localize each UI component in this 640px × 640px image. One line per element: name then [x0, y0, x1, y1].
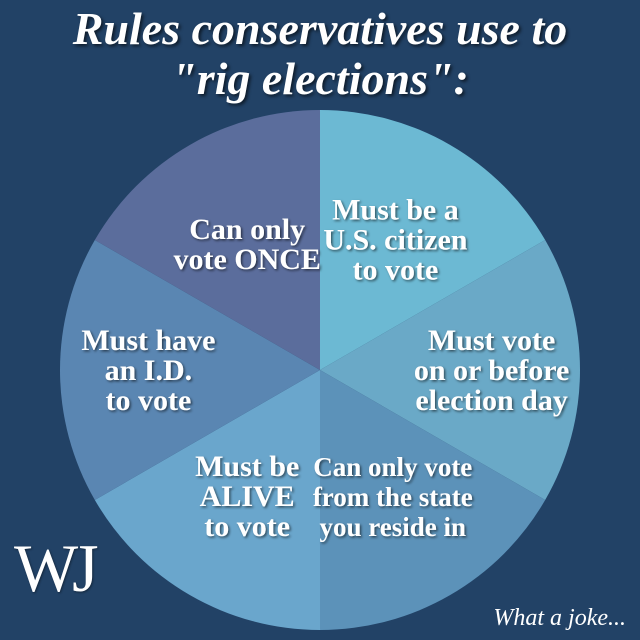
pie-slice-6: [94, 110, 320, 370]
pie-slice-label-6: Can only vote ONCE: [173, 213, 320, 276]
pie-slice-3: [320, 370, 546, 630]
pie-slice-label-2-line-1: Must vote: [428, 324, 555, 357]
footer-caption: What a joke...: [493, 605, 626, 631]
pie-slice-4: [94, 370, 320, 630]
pie-slice-label-2-line-2: on or before: [414, 354, 570, 387]
chart-title: Rules conservatives use to "rig election…: [0, 4, 640, 104]
pie-slice-label-4-line-2: ALIVE: [200, 480, 295, 513]
pie-slice-label-3-line-2: from the state: [313, 482, 473, 512]
pie-slice-label-3-line-3: you reside in: [320, 512, 467, 542]
chart-title-line-1: Rules conservatives use to: [72, 3, 568, 54]
pie-slice-label-1-line-1: Must be a: [332, 193, 459, 226]
pie-slice-label-6-line-2: vote ONCE: [173, 243, 320, 276]
pie-slice-2: [320, 240, 580, 500]
pie-slice-label-1: Must be a U.S. citizen to vote: [323, 193, 467, 286]
pie-slice-label-5-line-2: an I.D.: [105, 354, 193, 387]
pie-slice-label-4-line-1: Must be: [195, 450, 299, 483]
pie-slice-label-5-line-1: Must have: [81, 324, 215, 357]
pie-slice-label-1-line-3: to vote: [353, 253, 439, 286]
pie-slice-label-2: Must vote on or before election day: [414, 324, 570, 417]
pie-slice-1: [320, 110, 546, 370]
pie-slice-label-2-line-3: election day: [415, 384, 567, 417]
pie-slice-label-3: Can only vote from the state you reside in: [313, 452, 473, 542]
pie-slice-label-3-line-1: Can only vote: [313, 452, 472, 482]
pie-slice-5: [59, 240, 320, 500]
pie-slice-label-4-line-3: to vote: [204, 510, 290, 543]
chart-title-line-2: "rig elections":: [171, 53, 469, 104]
pie-slice-label-5-line-3: to vote: [106, 384, 192, 417]
pie-slice-label-1-line-2: U.S. citizen: [323, 223, 467, 256]
pie-slice-label-4: Must be ALIVE to vote: [195, 450, 299, 543]
pie-slice-label-6-line-1: Can only: [189, 213, 305, 246]
wj-logo: WJ: [14, 530, 99, 606]
pie-slice-label-5: Must have an I.D. to vote: [81, 324, 215, 417]
